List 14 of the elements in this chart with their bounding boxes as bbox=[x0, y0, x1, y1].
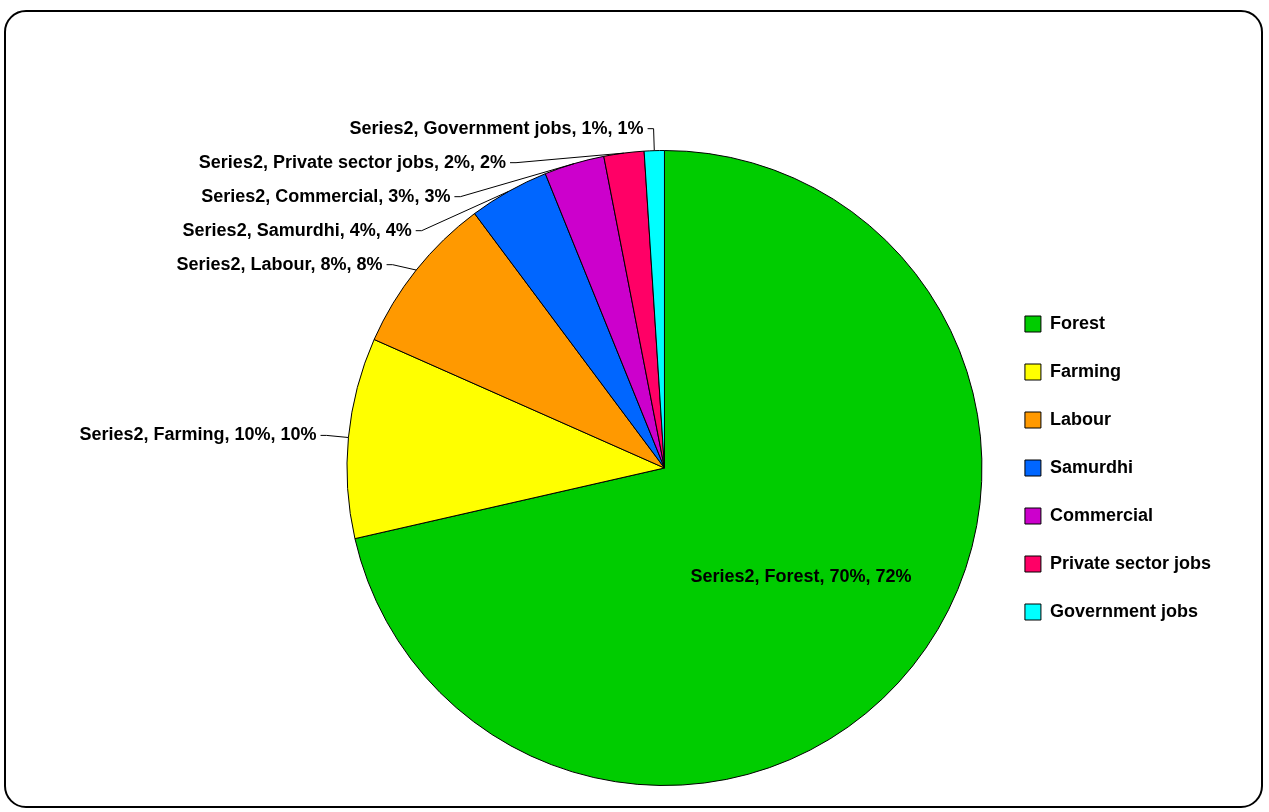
legend-label: Farming bbox=[1049, 360, 1121, 381]
data-label: Series2, Private sector jobs, 2%, 2% bbox=[198, 151, 507, 172]
data-label: Series2, Commercial, 3%, 3% bbox=[201, 185, 451, 206]
legend-label: Private sector jobs bbox=[1049, 552, 1212, 573]
legend-label: Labour bbox=[1049, 408, 1111, 429]
legend-label: Commercial bbox=[1049, 504, 1153, 525]
legend-label: Samurdhi bbox=[1049, 456, 1133, 477]
legend-label: Forest bbox=[1049, 312, 1105, 333]
data-label: Series2, Samurdhi, 4%, 4% bbox=[182, 219, 412, 240]
legend-label: Government jobs bbox=[1049, 600, 1198, 621]
data-label: Series2, Labour, 8%, 8% bbox=[176, 253, 383, 274]
data-label: Series2, Farming, 10%, 10% bbox=[79, 424, 317, 445]
data-label: Series2, Forest, 70%, 72% bbox=[690, 565, 912, 586]
data-label: Series2, Government jobs, 1%, 1% bbox=[349, 117, 644, 138]
